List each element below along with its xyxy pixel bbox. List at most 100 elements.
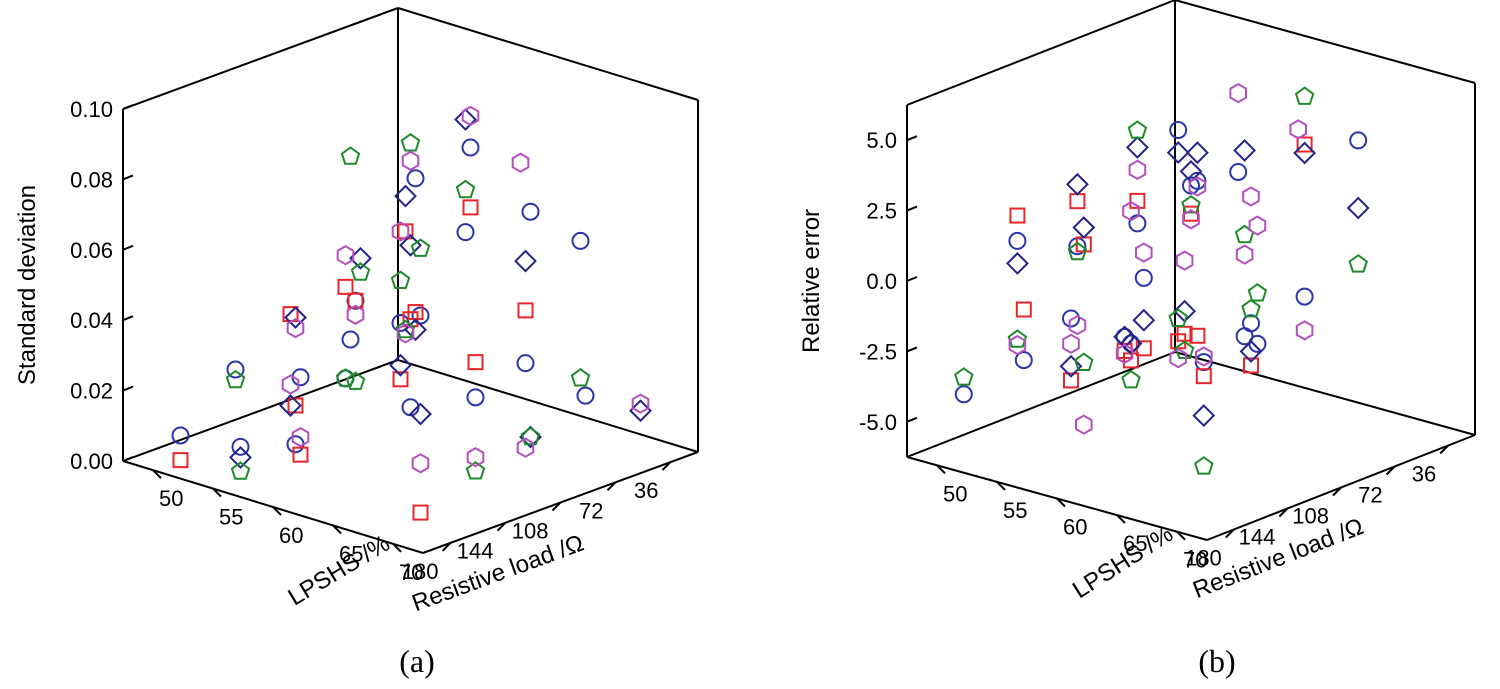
pentagon-marker: [400, 132, 421, 152]
data-markers: [954, 82, 1370, 475]
hexagon-marker: [1242, 186, 1260, 207]
hexagon-marker: [1135, 242, 1153, 263]
square-marker: [347, 292, 364, 309]
circle-marker: [954, 385, 973, 404]
circle-marker: [576, 386, 595, 405]
z-tick-label: -2.5: [859, 339, 897, 364]
pentagon-marker: [1241, 298, 1261, 318]
y-tick-label: 50: [943, 481, 967, 506]
square-marker: [467, 354, 484, 371]
circle-marker: [1008, 231, 1027, 250]
hexagon-marker: [1248, 215, 1267, 236]
x-tick: [606, 481, 617, 492]
pentagon-marker: [350, 262, 371, 281]
pentagon-marker: [340, 146, 361, 165]
pentagon-marker: [1067, 241, 1088, 261]
hexagon-marker: [1075, 414, 1093, 435]
y-tick: [1116, 514, 1126, 524]
hexagon-marker: [1195, 346, 1213, 367]
x-tick-label: 72: [1358, 483, 1382, 508]
diamond-marker: [514, 249, 537, 273]
top-edge-left: [906, 0, 1176, 106]
diamond-marker: [284, 306, 307, 329]
pentagon-marker: [465, 461, 486, 480]
hexagon-marker: [1289, 119, 1307, 140]
circle-marker: [1134, 268, 1153, 287]
z-tick-label: 2.5: [866, 199, 897, 224]
circle-marker: [461, 138, 480, 157]
x-tick-label: 36: [1412, 462, 1436, 487]
diamond-marker: [1166, 141, 1190, 165]
pentagon-marker: [345, 371, 366, 390]
diamond-marker: [1113, 325, 1137, 349]
circle-marker: [516, 354, 535, 373]
hexagon-marker: [461, 105, 480, 127]
hexagon-marker: [511, 152, 530, 173]
z-tick: [906, 205, 918, 212]
hexagon-marker: [1229, 82, 1247, 104]
circle-marker: [1248, 334, 1267, 353]
square-marker: [1129, 192, 1146, 209]
hexagon-marker: [1182, 209, 1200, 230]
pentagon-marker: [1294, 86, 1315, 105]
hexagon-marker: [1169, 347, 1187, 369]
hexagon-marker: [1062, 333, 1080, 354]
circle-marker: [1014, 351, 1033, 370]
y-tick: [1176, 530, 1186, 541]
x-tick-label: 108: [512, 519, 549, 544]
top-edge-left: [122, 7, 399, 110]
z-tick-label: 0.10: [70, 97, 113, 122]
square-marker: [1063, 372, 1079, 389]
z-tick-label: 0.06: [70, 238, 113, 263]
z-tick: [906, 346, 918, 353]
x-tick-label: 144: [457, 539, 494, 564]
z-tick: [122, 385, 134, 392]
diamond-marker: [1005, 251, 1029, 275]
y-tick-label: 70: [1183, 548, 1207, 573]
z-tick: [906, 135, 918, 142]
pentagon-marker: [230, 461, 251, 480]
diamond-marker: [1239, 339, 1263, 363]
diamond-marker: [279, 394, 302, 418]
pentagon-marker: [954, 367, 974, 386]
panel-label: (b): [1198, 643, 1235, 679]
x-tick: [661, 461, 672, 471]
square-marker: [1015, 301, 1032, 318]
circle-marker: [1349, 131, 1368, 150]
pentagon-marker: [390, 270, 411, 289]
square-marker: [517, 302, 534, 319]
hexagon-marker: [1128, 159, 1147, 181]
z-tick: [906, 276, 918, 282]
diamond-marker: [394, 184, 417, 208]
z-tick: [906, 416, 918, 423]
axes-box: 0.00 0.02 0.04 0.06 0.08 0.10 36 72 108 144 180 50 5…: [14, 7, 699, 617]
pentagon-marker: [1121, 369, 1141, 389]
top-edge-right: [397, 7, 699, 101]
chart-a-standard-deviation: 0.00 0.02 0.04 0.06 0.08 0.10 36 72 108 144 180 50 5…: [14, 7, 699, 679]
z-tick-label: 0.0: [866, 269, 897, 294]
y-tick: [392, 543, 402, 553]
floor-edge-x: [122, 359, 399, 462]
diamond-marker: [454, 108, 477, 131]
y-tick-label: 65: [1123, 531, 1147, 556]
circle-marker: [406, 169, 425, 188]
pentagon-marker: [1174, 340, 1195, 359]
data-markers: [171, 105, 652, 521]
x-tick-label: 180: [1185, 546, 1222, 571]
square-marker: [337, 278, 354, 295]
square-marker: [1243, 357, 1259, 374]
pentagon-marker: [1074, 352, 1094, 371]
pentagon-marker: [1247, 282, 1268, 302]
diamond-marker: [1065, 172, 1089, 196]
z-tick-label: 0.02: [70, 379, 113, 404]
pentagon-marker: [410, 238, 431, 257]
square-marker: [392, 371, 409, 388]
floor-edge-y: [397, 359, 699, 453]
diamond-marker: [1179, 159, 1203, 183]
circle-marker: [231, 437, 250, 456]
pentagon-marker: [1348, 254, 1368, 273]
hexagon-marker: [1068, 314, 1087, 336]
z-tick-label: 0.08: [70, 167, 113, 192]
diamond-marker: [1185, 141, 1209, 165]
